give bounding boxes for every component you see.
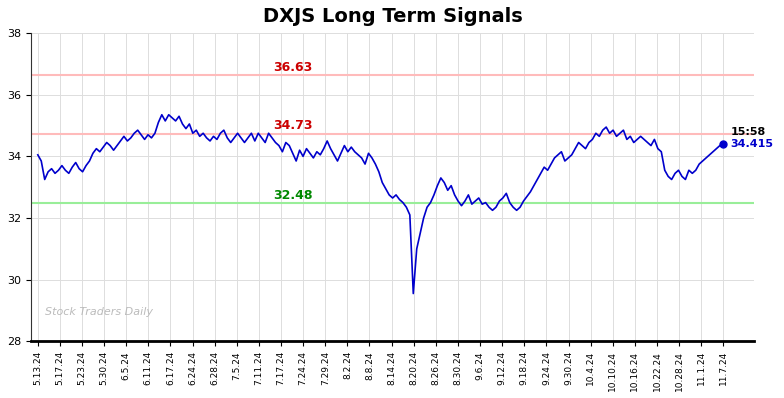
Text: Stock Traders Daily: Stock Traders Daily [45, 307, 154, 317]
Text: 34.73: 34.73 [273, 119, 313, 132]
Text: 36.63: 36.63 [273, 60, 312, 74]
Title: DXJS Long Term Signals: DXJS Long Term Signals [263, 7, 522, 26]
Text: 34.415: 34.415 [730, 139, 773, 149]
Text: 32.48: 32.48 [273, 189, 313, 202]
Text: 15:58: 15:58 [730, 127, 765, 137]
